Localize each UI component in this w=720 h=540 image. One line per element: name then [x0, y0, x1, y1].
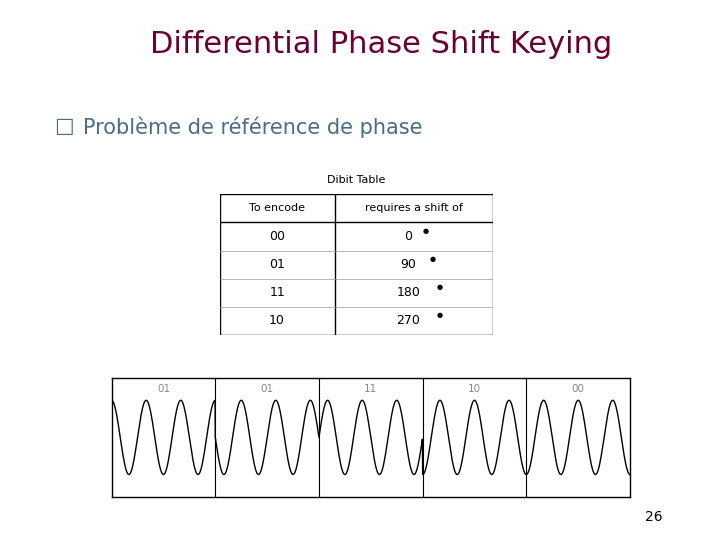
Text: 00: 00 — [269, 230, 285, 243]
Text: □: □ — [54, 116, 73, 136]
Text: 01: 01 — [261, 384, 274, 394]
Text: 10: 10 — [269, 314, 285, 327]
Text: Problème de référence de phase: Problème de référence de phase — [83, 116, 423, 138]
Text: ●: ● — [437, 284, 443, 290]
Text: 180: 180 — [397, 286, 420, 299]
Text: 10: 10 — [468, 384, 481, 394]
Text: 0: 0 — [405, 230, 413, 243]
Text: 270: 270 — [397, 314, 420, 327]
Text: 26: 26 — [645, 510, 662, 524]
Text: Differential Phase Shift Keying: Differential Phase Shift Keying — [150, 30, 613, 59]
Text: 90: 90 — [400, 258, 416, 271]
Text: 00: 00 — [572, 384, 585, 394]
Text: ●: ● — [437, 312, 443, 318]
Text: requires a shift of: requires a shift of — [365, 204, 463, 213]
Text: Dibit Table: Dibit Table — [327, 174, 386, 185]
Text: To encode: To encode — [249, 204, 305, 213]
Text: 11: 11 — [269, 286, 285, 299]
Text: ●: ● — [430, 256, 436, 262]
Text: ●: ● — [423, 228, 429, 234]
Text: 01: 01 — [269, 258, 285, 271]
Text: 01: 01 — [157, 384, 170, 394]
Text: 11: 11 — [364, 384, 377, 394]
